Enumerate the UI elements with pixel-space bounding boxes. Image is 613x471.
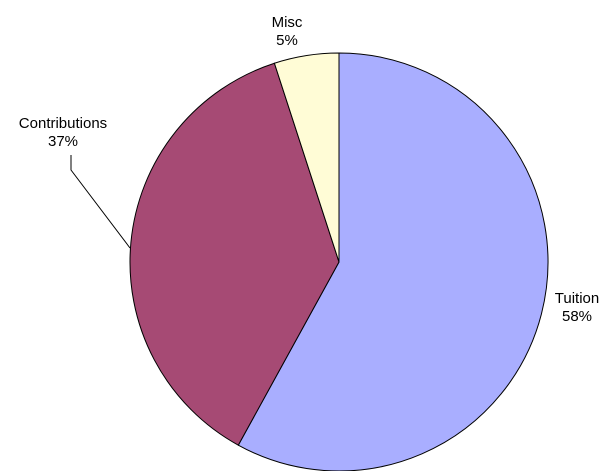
- slice-label-name-contributions: Contributions: [19, 115, 107, 132]
- slice-label-percent-misc: 5%: [276, 32, 298, 49]
- pie-slice-contributions: [129, 62, 340, 446]
- slice-label-name-misc: Misc: [272, 14, 303, 31]
- pie-slice-misc: [273, 52, 340, 263]
- leader-line-contributions: [70, 155, 131, 249]
- leader-lines: [70, 155, 131, 249]
- slice-label-name-tuition: Tuition: [555, 290, 599, 307]
- slice-label-percent-contributions: 37%: [48, 133, 78, 150]
- pie-slices: [129, 52, 549, 471]
- slice-label-percent-tuition: 58%: [562, 308, 592, 325]
